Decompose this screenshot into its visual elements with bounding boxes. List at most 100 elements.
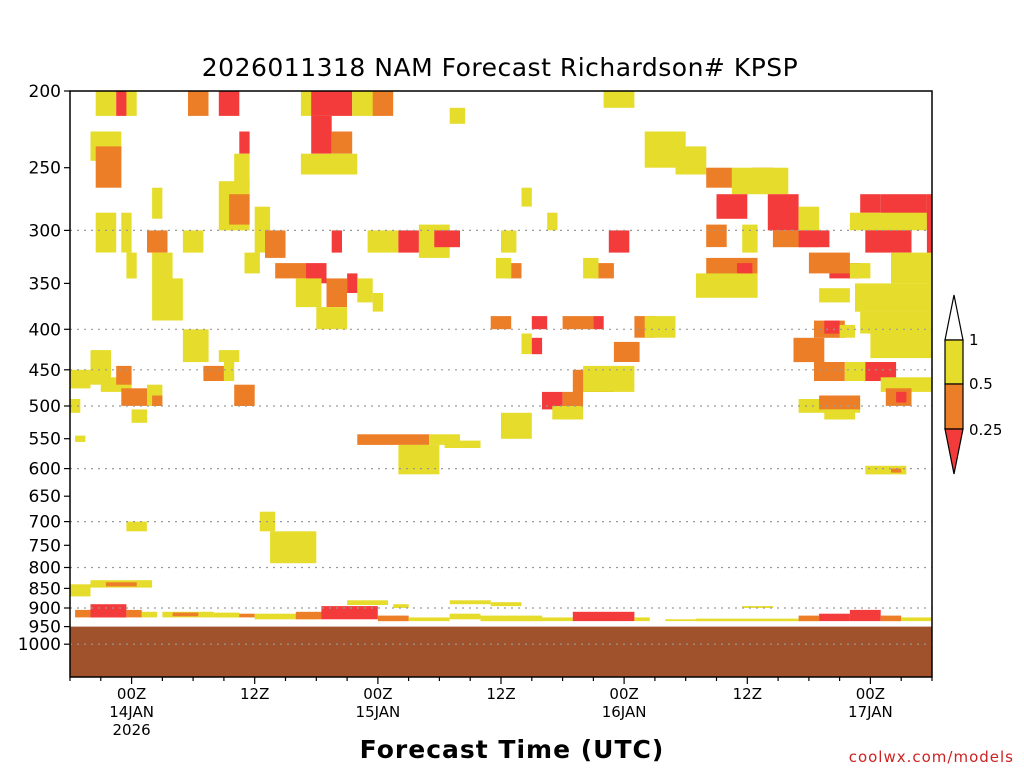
ri-cell [542,617,573,622]
ri-cell [480,615,543,622]
ri-cell [608,230,630,253]
y-tick-label: 350 [29,274,61,294]
ri-cell [434,230,460,248]
ri-cell [372,293,383,312]
ri-cell [849,263,871,279]
ri-cell [152,252,173,279]
ri-cell [408,617,450,622]
ri-cell [742,224,758,253]
ri-cell [870,333,932,359]
ri-cell [398,444,440,475]
x-tick-label: 15JAN [356,703,401,721]
ri-cell [331,131,353,154]
ri-cell [849,609,881,622]
frame-border [69,90,933,678]
heatmap-cells [70,91,932,622]
ri-cell [70,369,91,389]
ri-cell [798,615,820,622]
ri-cell [270,531,317,564]
ri-cell [300,153,358,175]
ri-cell [141,611,158,618]
y-tick-label: 500 [29,397,61,417]
ri-cell [121,212,132,253]
y-tick-label: 800 [29,559,61,579]
ri-cell [116,365,132,385]
colorbar-segment [944,339,964,385]
ri-cell [798,206,820,231]
ri-cell [593,316,604,330]
ri-cell [634,617,650,622]
ri-cell [90,350,111,385]
x-tick-label: 00Z [117,685,146,703]
chart-title: 2026011318 NAM Forecast Richardson# KPSP [202,53,798,82]
ri-cell [839,324,855,338]
x-tick-label: 12Z [486,685,515,703]
ri-cell [244,252,260,274]
ri-cell [490,602,522,607]
ri-cell [562,391,584,410]
ri-cell [521,187,532,207]
ri-cell [737,263,753,274]
ri-cell [865,465,907,475]
ri-cell [860,194,881,213]
y-tick-label: 700 [29,513,61,533]
x-tick-label: 12Z [240,685,269,703]
ri-cell [531,337,543,355]
ri-cell [501,230,517,253]
x-tick-label: 00Z [363,685,392,703]
ri-cell [819,613,850,622]
ri-cell [326,278,347,308]
ri-cell [706,167,732,188]
ri-cell [542,391,563,410]
ri-cell [819,395,861,410]
ri-cell [819,288,850,303]
ri-cell [603,91,635,108]
ri-cell [95,91,117,116]
y-axis: 200 250 300 350 400 450 500 550 600 650 700 750 8008… [18,82,70,655]
ri-cell [583,365,635,392]
ri-cell [398,230,419,253]
ri-cell [95,212,117,253]
y-tick-label: 900 [29,599,61,619]
ri-cell [95,146,122,188]
x-tick-label: 17JAN [848,703,893,721]
colorbar-segment [944,383,964,430]
ri-cell [234,153,250,188]
ri-cell [152,395,163,406]
ri-cell [860,311,932,334]
ri-cell [311,91,353,116]
ri-cell [357,278,373,303]
y-tick-label: 1000 [18,635,61,655]
ri-cell [767,194,799,231]
ri-cell [844,362,866,381]
ri-cell [203,365,224,381]
ri-cell [75,609,91,618]
y-tick-label: 550 [29,430,61,450]
ri-cell [552,406,584,420]
ri-cell [357,434,430,445]
ri-cell [116,91,127,116]
credit-text: coolwx.com/models [849,748,1014,766]
ri-cell [182,329,209,363]
y-tick-label: 400 [29,320,61,340]
x-tick-label: 16JAN [602,703,647,721]
x-tick-label: 00Z [609,685,638,703]
ri-cell [234,384,255,406]
ri-cell [377,615,409,622]
ri-cell [742,606,773,608]
ri-cell [855,283,932,312]
x-tick-label: 2026 [113,721,151,739]
ri-cell [675,146,707,175]
ri-cell [316,307,348,330]
ri-cell [336,609,368,618]
ri-cell [254,613,317,620]
ri-cell [644,316,676,338]
ri-cell [706,224,727,248]
ri-cell [716,194,748,219]
ground-area [70,626,932,677]
ri-cell [372,91,394,116]
y-tick-label: 650 [29,487,61,507]
colorbar-top-arrow [944,294,964,341]
ri-cell [449,600,491,605]
